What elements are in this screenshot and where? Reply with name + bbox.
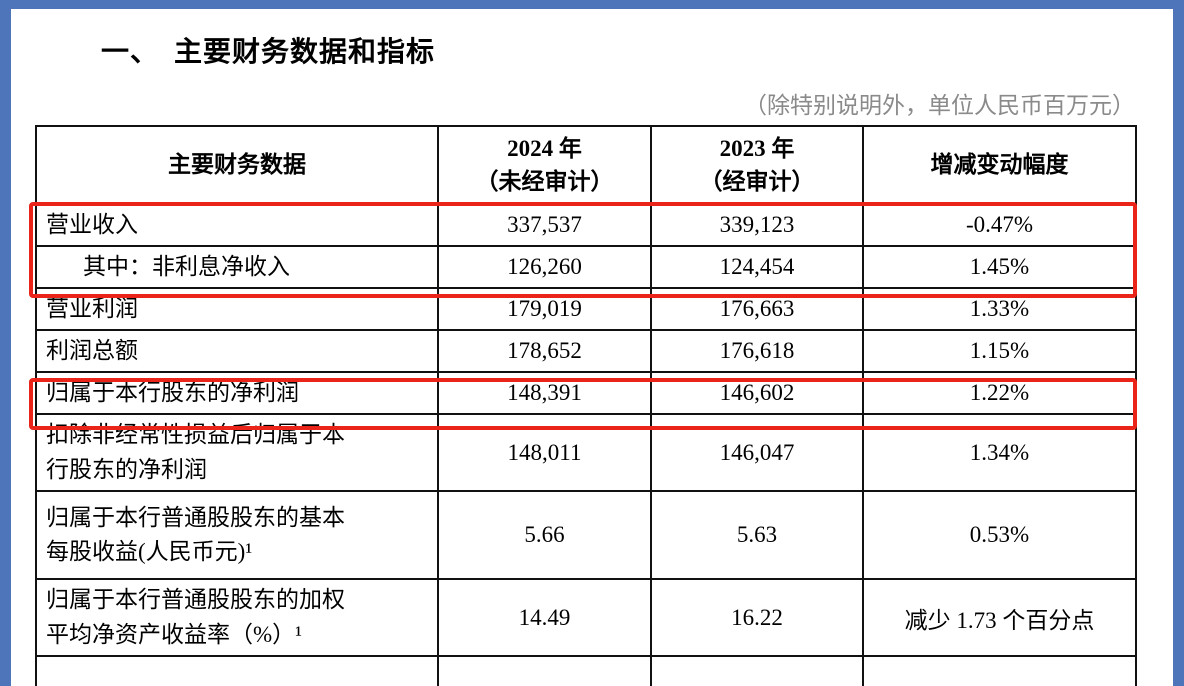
- col-header-2024-line2: （未经审计）: [475, 169, 614, 194]
- row-label: 归属于本行股东的净利润: [35, 371, 439, 415]
- value-2023: 124,454: [650, 245, 864, 289]
- row-label: 扣除非经常性损益后归属于本 行股东的净利润: [35, 413, 439, 492]
- value-change: 1.34%: [862, 413, 1137, 492]
- page-edge-left: [0, 0, 11, 686]
- col-header-2023: 2023 年 （经审计）: [650, 125, 864, 205]
- value-2023: 176,663: [650, 287, 864, 331]
- value-2023: [650, 655, 864, 686]
- value-change: 1.33%: [862, 287, 1137, 331]
- value-change: 0.53%: [862, 490, 1137, 580]
- col-header-2024: 2024 年 （未经审计）: [437, 125, 652, 205]
- col-header-2024-line1: 2024 年: [507, 135, 582, 161]
- value-change: 1.15%: [862, 329, 1137, 373]
- table-row-total-profit: 利润总额 178,652 176,618 1.15%: [35, 329, 1137, 373]
- col-header-2023-line1: 2023 年: [719, 135, 795, 161]
- table-row-noninterest-income: 其中：非利息净收入 126,260 124,454 1.45%: [35, 245, 1137, 289]
- value-2024: 337,537: [437, 203, 652, 247]
- table-row-partial: [35, 655, 1137, 686]
- row-label: 归属于本行普通股股东的加权 平均净资产收益率（%）¹: [35, 578, 439, 657]
- value-2023: 176,618: [650, 329, 864, 373]
- table-header-row: 主要财务数据 2024 年 （未经审计） 2023 年 （经审计） 增减变动幅度: [35, 125, 1137, 205]
- col-header-change: 增减变动幅度: [862, 125, 1137, 205]
- page-edge-right: [1173, 0, 1184, 686]
- value-2024: 14.49: [437, 578, 652, 657]
- value-2024: 179,019: [437, 287, 652, 331]
- value-change: 减少 1.73 个百分点: [862, 578, 1137, 657]
- table-row-net-profit: 归属于本行股东的净利润 148,391 146,602 1.22%: [35, 371, 1137, 415]
- value-change: -0.47%: [862, 203, 1137, 247]
- value-change: 1.45%: [862, 245, 1137, 289]
- row-label: 营业利润: [35, 287, 439, 331]
- value-2023: 5.63: [650, 490, 864, 580]
- row-label: 利润总额: [35, 329, 439, 373]
- table-row-operating-profit: 营业利润 179,019 176,663 1.33%: [35, 287, 1137, 331]
- table-row-weighted-roe: 归属于本行普通股股东的加权 平均净资产收益率（%）¹ 14.49 16.22 减…: [35, 578, 1137, 657]
- section-title: 一、 主要财务数据和指标: [101, 37, 436, 68]
- value-change: [862, 655, 1137, 686]
- unit-note: （除特别说明外，单位人民币百万元）: [744, 93, 1135, 118]
- col-header-metric: 主要财务数据: [35, 125, 439, 205]
- value-2023: 146,047: [650, 413, 864, 492]
- value-2024: 126,260: [437, 245, 652, 289]
- value-2023: 339,123: [650, 203, 864, 247]
- row-label: 归属于本行普通股股东的基本 每股收益(人民币元)¹: [35, 490, 439, 580]
- value-2024: 148,391: [437, 371, 652, 415]
- table-row-operating-income: 营业收入 337,537 339,123 -0.47%: [35, 203, 1137, 247]
- value-2024: [437, 655, 652, 686]
- row-label: [35, 655, 439, 686]
- row-label: 其中：非利息净收入: [35, 245, 439, 289]
- value-2023: 146,602: [650, 371, 864, 415]
- financial-table-wrap: 主要财务数据 2024 年 （未经审计） 2023 年 （经审计） 增减变动幅度…: [29, 125, 1137, 686]
- value-2024: 178,652: [437, 329, 652, 373]
- value-2024: 5.66: [437, 490, 652, 580]
- col-header-2023-line2: （经审计）: [699, 169, 815, 194]
- table-row-basic-eps: 归属于本行普通股股东的基本 每股收益(人民币元)¹ 5.66 5.63 0.53…: [35, 490, 1137, 580]
- row-label: 营业收入: [35, 203, 439, 247]
- value-change: 1.22%: [862, 371, 1137, 415]
- page-edge-top: [0, 0, 1184, 9]
- value-2024: 148,011: [437, 413, 652, 492]
- financial-table: 主要财务数据 2024 年 （未经审计） 2023 年 （经审计） 增减变动幅度…: [35, 125, 1137, 686]
- table-row-net-profit-excl-nonrecurring: 扣除非经常性损益后归属于本 行股东的净利润 148,011 146,047 1.…: [35, 413, 1137, 492]
- value-2023: 16.22: [650, 578, 864, 657]
